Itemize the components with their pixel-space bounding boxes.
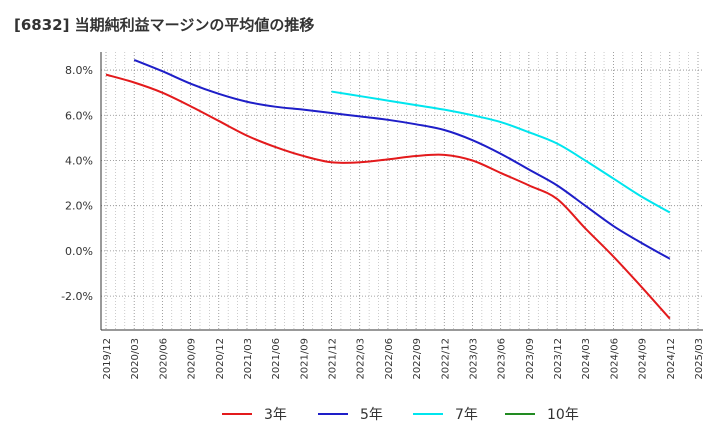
legend-label-1: 3年 xyxy=(264,407,287,423)
x-tick-label: 2023/06 xyxy=(497,338,508,380)
x-tick-label: 2020/12 xyxy=(215,338,226,380)
x-tick-label: 2024/09 xyxy=(638,338,649,380)
series-line-1 xyxy=(105,73,671,320)
x-tick-label: 2021/12 xyxy=(328,338,339,380)
x-tick-label: 2022/09 xyxy=(412,338,423,380)
x-tick-label: 2024/03 xyxy=(581,338,592,380)
x-tick-label: 2022/06 xyxy=(384,338,395,380)
x-tick-label: 2020/06 xyxy=(158,338,169,380)
x-tick-label: 2021/06 xyxy=(271,338,282,380)
plot-area: -2.0% 0.0% 2.0% 4.0% 6.0% 8.0% 2019/12 2020/03 2… xyxy=(61,52,705,380)
x-tick-label: 2024/12 xyxy=(666,338,677,380)
x-tick-label: 2019/12 xyxy=(102,338,113,380)
x-tick-label: 2020/03 xyxy=(130,338,141,380)
x-tick-label: 2020/09 xyxy=(187,338,198,380)
x-tick-label: 2021/03 xyxy=(243,338,254,380)
legend-label-2: 5年 xyxy=(360,407,383,423)
x-tick-label: 2025/03 xyxy=(694,338,705,380)
y-tick-label: 8.0% xyxy=(65,64,93,77)
legend-label-4: 10年 xyxy=(547,407,579,423)
series-line-3 xyxy=(331,90,671,214)
y-tick-label: 0.0% xyxy=(65,245,93,258)
x-tick-label: 2022/03 xyxy=(356,338,367,380)
y-tick-label: 4.0% xyxy=(65,154,93,167)
y-tick-label: 6.0% xyxy=(65,109,93,122)
y-tick-label: 2.0% xyxy=(65,200,93,213)
x-tick-label: 2024/06 xyxy=(609,338,620,380)
x-tick-label: 2022/12 xyxy=(440,338,451,380)
legend: 3年 5年 7年 10年 xyxy=(222,407,579,423)
x-tick-label: 2023/03 xyxy=(468,338,479,380)
chart-title: [6832] 当期純利益マージンの平均値の推移 xyxy=(14,16,315,34)
series-line-2 xyxy=(133,58,671,260)
legend-label-3: 7年 xyxy=(455,407,478,423)
x-tick-label: 2023/09 xyxy=(525,338,536,380)
x-tick-label: 2023/12 xyxy=(553,338,564,380)
x-tick-label: 2021/09 xyxy=(299,338,310,380)
y-tick-label: -2.0% xyxy=(61,290,93,303)
